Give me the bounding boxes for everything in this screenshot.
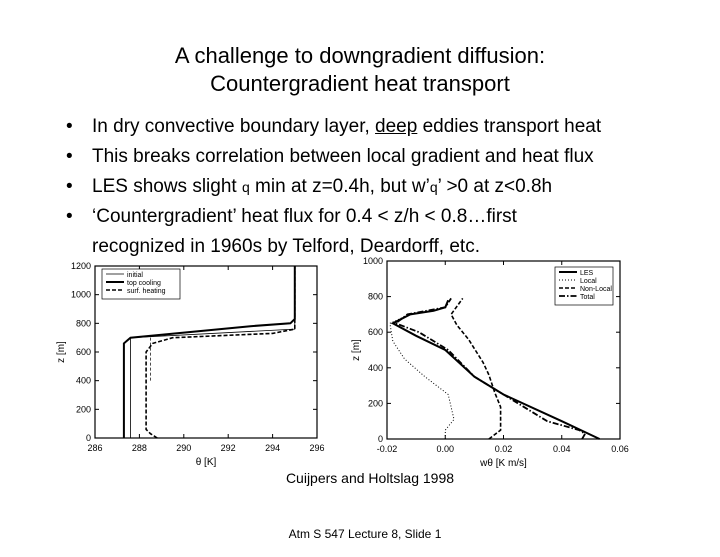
x-tick-label: 0.00 (436, 444, 454, 454)
y-axis-label: z [m] (56, 341, 67, 363)
y-tick-label: 600 (368, 327, 383, 337)
bullet-list: In dry convective boundary layer, deep e… (66, 112, 601, 262)
legend-box (554, 266, 614, 306)
bullet-3-q2: q (429, 179, 438, 195)
series-line-les (390, 299, 601, 440)
slide-title: A challenge to downgradient diffusion: C… (0, 42, 720, 98)
x-axis-label: θ [K] (196, 457, 217, 468)
x-tick-label: 286 (87, 443, 102, 453)
series-line-total (393, 297, 587, 440)
y-tick-label: 400 (368, 363, 383, 373)
y-tick-label: 600 (76, 347, 91, 357)
legend-label: surf. heating (127, 288, 166, 295)
y-tick-label: 0 (86, 433, 91, 443)
bullet-3-q1: q (241, 179, 250, 195)
x-tick-label: 292 (221, 443, 236, 453)
bullet-3-text-b: min at z=0.4h, but w (249, 176, 426, 197)
bullet-3: LES shows slight q min at z=0.4h, but w’… (66, 172, 601, 202)
y-tick-label: 800 (76, 318, 91, 328)
x-axis-label: wθ [K m/s] (479, 458, 527, 469)
bullet-4-term: Countergradient (96, 206, 233, 227)
legend-label: LES (580, 270, 594, 277)
bullet-3-text-c: >0 at z<0.8h (441, 176, 553, 197)
y-axis-label: z [m] (351, 339, 362, 361)
y-tick-label: 400 (76, 376, 91, 386)
legend-label: Non-Local (580, 286, 612, 293)
legend-label: initial (127, 272, 143, 279)
bullet-1-text-b: eddies transport heat (417, 116, 602, 137)
series-line-local (389, 317, 455, 439)
series-line-surfheating (145, 266, 296, 439)
x-tick-label: 290 (176, 443, 191, 453)
x-tick-label: 0.02 (495, 444, 513, 454)
bullet-4: ‘Countergradient’ heat flux for 0.4 < z/… (66, 202, 601, 262)
x-tick-label: 0.06 (611, 444, 629, 454)
title-line-2: Countergradient heat transport (210, 71, 510, 96)
slide-footer: Atm S 547 Lecture 8, Slide 1 (288, 527, 442, 541)
y-tick-label: 200 (368, 398, 383, 408)
bullet-4-line-2: recognized in 1960s by Telford, Deardorf… (92, 236, 480, 257)
title-line-1: A challenge to downgradient diffusion: (174, 43, 546, 68)
legend-label: top cooling (127, 280, 161, 287)
bullet-2: This breaks correlation between local gr… (66, 142, 601, 172)
bullet-1-text-a: In dry convective boundary layer, (92, 116, 376, 137)
heat-flux-chart: -0.02 0.00 0.02 0.04 0.06 0 200 400 600 800 1000 wθ… (351, 256, 629, 469)
theta-profile-chart: 286 288 290 292 294 296 0 200 400 600 800 1000 1200 θ… (56, 261, 325, 468)
legend-label: Local (580, 278, 597, 285)
bullet-4-open-quote: ‘ (92, 206, 97, 227)
legend-label: Total (580, 294, 595, 301)
bullet-1-deep: deep (375, 116, 418, 137)
y-tick-label: 1000 (363, 256, 383, 266)
x-tick-label: 288 (132, 443, 147, 453)
bullet-3-text-a: LES shows slight (92, 176, 242, 197)
x-tick-label: -0.02 (377, 444, 398, 454)
bullet-3-prime1: ’ (425, 176, 430, 197)
y-tick-label: 0 (378, 434, 383, 444)
bullet-1: In dry convective boundary layer, deep e… (66, 112, 601, 142)
bullet-4-close-quote: ’ (232, 206, 237, 227)
y-tick-label: 1200 (71, 261, 91, 271)
x-tick-label: 0.04 (553, 444, 571, 454)
series-line-nonlocal (450, 297, 502, 440)
bullet-4-text: heat flux for 0.4 < z/h < 0.8…first (236, 206, 517, 227)
bullet-3-prime2: ’ (437, 176, 442, 197)
y-tick-label: 800 (368, 292, 383, 302)
x-tick-label: 296 (309, 443, 324, 453)
x-tick-label: 294 (265, 443, 280, 453)
y-tick-label: 200 (76, 404, 91, 414)
y-tick-label: 1000 (71, 290, 91, 300)
figure-caption: Cuijpers and Holtslag 1998 (285, 470, 455, 486)
